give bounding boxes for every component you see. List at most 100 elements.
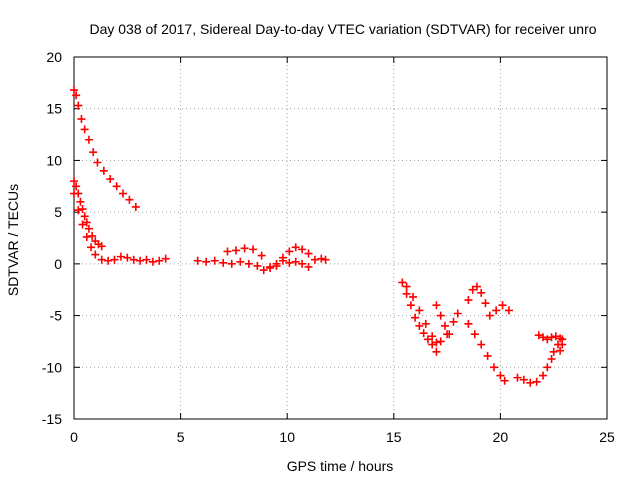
data-point: [402, 289, 411, 298]
data-point: [402, 282, 411, 291]
data-point: [432, 347, 441, 356]
data-point: [411, 313, 420, 322]
y-tick-label: 15: [46, 101, 62, 117]
x-axis-ticks: 0 5 10 15 20 25: [70, 57, 615, 445]
data-point: [210, 256, 219, 265]
x-tick-label: 0: [70, 429, 78, 445]
data-point: [436, 311, 445, 320]
data-point: [161, 254, 170, 263]
data-point: [77, 115, 86, 124]
data-point: [436, 337, 445, 346]
data-point: [468, 285, 477, 294]
data-point: [125, 195, 134, 204]
data-point: [547, 355, 556, 364]
y-tick-label: 0: [54, 256, 62, 272]
data-point: [291, 257, 300, 266]
data-point: [432, 338, 441, 347]
y-axis-label: SDTVAR / TECUs: [5, 184, 21, 296]
data-point: [148, 257, 157, 266]
data-point: [202, 257, 211, 266]
data-point: [298, 259, 307, 268]
data-point: [490, 363, 499, 372]
data-point: [249, 245, 258, 254]
data-point: [78, 205, 87, 214]
data-point: [415, 306, 424, 315]
data-point: [223, 247, 232, 256]
data-point: [472, 282, 481, 291]
data-point: [119, 189, 128, 198]
series-arc-1: [70, 86, 140, 211]
data-point: [129, 255, 138, 264]
data-point: [70, 86, 78, 95]
data-point: [464, 319, 473, 328]
data-point: [481, 299, 490, 308]
data-point: [236, 257, 245, 266]
x-tick-label: 5: [177, 429, 185, 445]
data-point: [240, 244, 249, 253]
series-arc-2: [70, 177, 106, 251]
data-point: [428, 340, 437, 349]
data-point: [464, 296, 473, 305]
data-point: [227, 259, 236, 268]
series-arc-9: [464, 282, 513, 320]
data-point: [547, 333, 556, 342]
data-point: [155, 256, 164, 265]
data-point: [74, 206, 83, 215]
data-point: [82, 218, 91, 227]
data-point: [485, 311, 494, 320]
series-arc-7: [432, 301, 462, 339]
data-point: [131, 202, 140, 211]
data-point: [80, 125, 89, 134]
data-point: [453, 309, 462, 318]
series-arc-5: [223, 243, 313, 271]
data-point: [259, 266, 268, 275]
y-tick-label: -10: [42, 359, 62, 375]
data-point: [406, 301, 415, 310]
data-point: [549, 347, 558, 356]
series-arc-11: [513, 335, 567, 387]
chart-title: Day 038 of 2017, Sidereal Day-to-day VTE…: [89, 21, 596, 37]
data-point: [72, 182, 81, 191]
data-point: [285, 258, 294, 267]
series-arc-8: [402, 282, 441, 347]
data-point: [526, 378, 535, 387]
data-point: [219, 258, 228, 267]
data-point: [76, 197, 85, 206]
data-point: [74, 101, 83, 110]
data-point: [70, 177, 78, 186]
x-axis-label: GPS time / hours: [287, 458, 394, 474]
x-tick-label: 20: [493, 429, 509, 445]
y-tick-label: -15: [42, 411, 62, 427]
data-point: [440, 321, 449, 330]
data-point: [310, 255, 319, 264]
data-point: [116, 252, 125, 261]
data-point: [244, 259, 253, 268]
data-point: [84, 135, 93, 144]
data-point: [97, 242, 106, 251]
data-point: [470, 330, 479, 339]
data-series: [70, 86, 567, 387]
data-point: [534, 331, 543, 340]
data-point: [70, 189, 78, 198]
data-point: [498, 301, 507, 310]
x-tick-label: 25: [599, 429, 615, 445]
data-point: [80, 212, 89, 221]
series-arc-10: [464, 319, 509, 385]
data-point: [97, 255, 106, 264]
data-point: [500, 376, 509, 385]
data-point: [317, 254, 326, 263]
data-point: [82, 232, 91, 241]
data-point: [266, 262, 275, 271]
data-point: [298, 245, 307, 254]
data-point: [477, 288, 486, 297]
data-point: [106, 175, 115, 184]
data-point: [483, 351, 492, 360]
y-tick-label: 10: [46, 152, 62, 168]
y-axis-ticks: -15 -10 -5 0 5 10 15 20: [42, 49, 607, 427]
data-point: [136, 256, 145, 265]
data-point: [72, 91, 81, 100]
data-point: [93, 158, 102, 167]
data-point: [193, 256, 202, 265]
data-point: [449, 317, 458, 326]
data-point: [496, 371, 505, 380]
